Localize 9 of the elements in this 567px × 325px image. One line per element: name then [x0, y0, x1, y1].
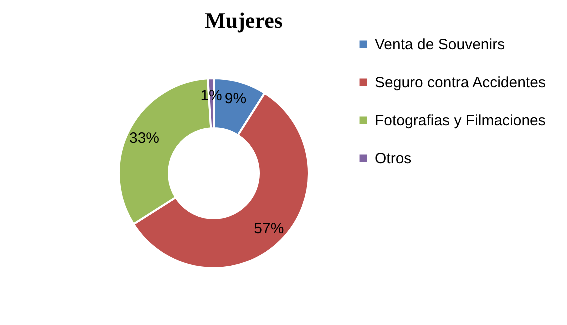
- data-label: 57%: [254, 220, 284, 238]
- data-label: 1%: [200, 88, 222, 105]
- legend-label: Fotografias y Filmaciones: [375, 112, 546, 130]
- chart-title: Mujeres: [205, 8, 284, 33]
- legend-label: Otros: [375, 150, 412, 168]
- data-label: 33%: [129, 130, 160, 148]
- legend-label: Seguro contra Accidentes: [375, 74, 546, 92]
- legend-label: Venta de Souvenirs: [375, 36, 506, 54]
- data-label: 9%: [224, 90, 247, 108]
